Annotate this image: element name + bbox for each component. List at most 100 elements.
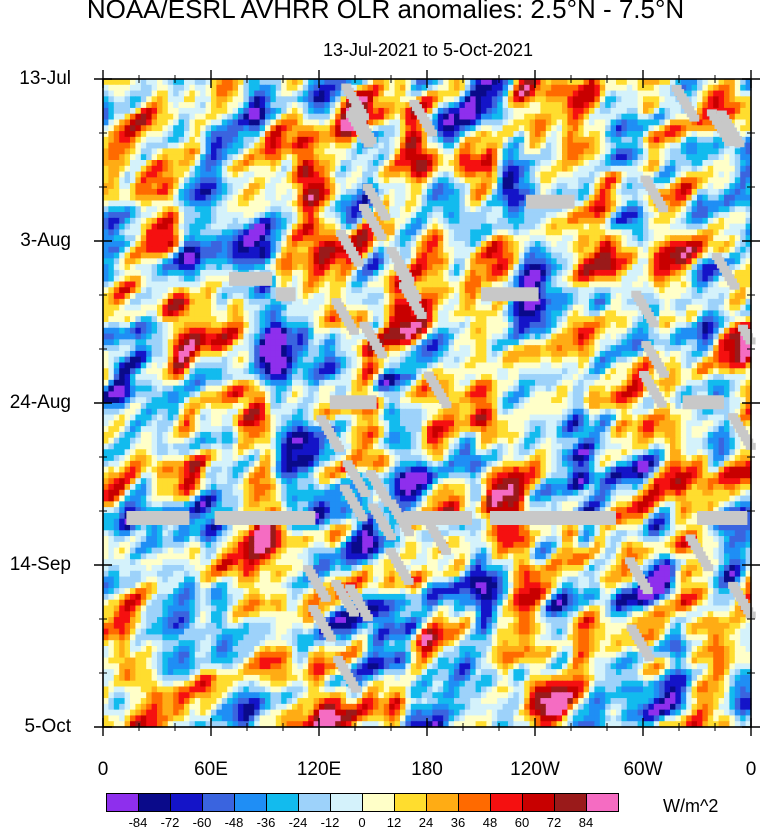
heatmap-cell — [243, 212, 250, 219]
heatmap-cell — [205, 275, 212, 283]
heatmap-cell — [486, 171, 493, 178]
heatmap-cell — [594, 136, 601, 144]
heatmap-cell — [319, 235, 325, 242]
heatmap-cell — [356, 183, 363, 190]
heatmap-cell — [729, 287, 736, 294]
heatmap-cell — [567, 310, 574, 317]
heatmap-cell — [481, 275, 487, 283]
heatmap-cell — [146, 252, 153, 259]
heatmap-cell — [302, 148, 309, 155]
heatmap-cell — [697, 293, 703, 300]
heatmap-cell — [265, 136, 271, 144]
heatmap-cell — [135, 252, 142, 259]
heatmap-cell — [437, 212, 444, 219]
heatmap-cell — [405, 200, 412, 207]
heatmap-cell — [346, 310, 352, 317]
heatmap-cell — [572, 246, 579, 254]
heatmap-cell — [178, 148, 185, 155]
heatmap-cell — [578, 264, 585, 271]
heatmap-cell — [475, 131, 482, 138]
heatmap-cell — [157, 142, 163, 150]
heatmap-cell — [518, 258, 525, 265]
heatmap-cell — [535, 264, 541, 271]
heatmap-cell — [254, 212, 261, 219]
heatmap-cell — [367, 241, 374, 248]
heatmap-cell — [130, 102, 136, 109]
heatmap-cell — [383, 217, 390, 225]
heatmap-cell — [162, 125, 169, 132]
heatmap-cell — [729, 246, 736, 254]
heatmap-cell — [594, 287, 601, 294]
heatmap-cell — [394, 275, 401, 283]
heatmap-cell — [551, 217, 558, 225]
heatmap-cell — [319, 246, 325, 254]
heatmap-cell — [243, 177, 250, 184]
heatmap-cell — [599, 160, 606, 167]
heatmap-cell — [518, 310, 525, 317]
heatmap-cell — [605, 217, 612, 225]
heatmap-cell — [200, 293, 207, 300]
heatmap-cell — [167, 171, 174, 178]
heatmap-cell — [562, 264, 568, 271]
heatmap-cell — [211, 200, 217, 207]
heatmap-cell — [308, 287, 315, 294]
heatmap-cell — [691, 160, 698, 167]
heatmap-cell — [702, 287, 709, 294]
heatmap-cell — [124, 206, 131, 213]
heatmap-cell — [443, 304, 450, 312]
heatmap-cell — [373, 84, 379, 92]
heatmap-cell — [292, 107, 298, 115]
heatmap-cell — [513, 298, 520, 306]
heatmap-cell — [221, 223, 228, 231]
heatmap-cell — [383, 223, 390, 231]
heatmap-cell — [594, 113, 601, 121]
heatmap-cell — [502, 298, 509, 306]
heatmap-cell — [610, 212, 617, 219]
heatmap-cell — [589, 206, 595, 213]
heatmap-cell — [632, 252, 639, 259]
heatmap-cell — [616, 252, 622, 259]
heatmap-cell — [502, 107, 509, 115]
heatmap-cell — [616, 235, 622, 242]
heatmap-cell — [545, 131, 552, 138]
heatmap-cell — [718, 171, 725, 178]
heatmap-cell — [313, 142, 320, 150]
heatmap-cell — [194, 136, 201, 144]
heatmap-cell — [686, 90, 693, 97]
heatmap-cell — [643, 206, 649, 213]
heatmap-cell — [540, 235, 547, 242]
heatmap-cell — [653, 96, 660, 103]
heatmap-cell — [211, 241, 217, 248]
heatmap-cell — [308, 79, 315, 86]
heatmap-cell — [297, 304, 304, 312]
heatmap-cell — [275, 171, 282, 178]
heatmap-cell — [270, 188, 277, 196]
heatmap-cell — [189, 252, 196, 259]
heatmap-cell — [491, 212, 498, 219]
heatmap-cell — [626, 96, 633, 103]
heatmap-cell — [194, 188, 201, 196]
heatmap-cell — [146, 171, 153, 178]
heatmap-cell — [265, 316, 271, 323]
heatmap-cell — [124, 229, 131, 236]
heatmap-cell — [626, 148, 633, 155]
heatmap-cell — [362, 304, 369, 312]
heatmap-cell — [362, 275, 369, 283]
heatmap-cell — [724, 160, 730, 167]
heatmap-cell — [324, 131, 331, 138]
heatmap-cell — [437, 113, 444, 121]
heatmap-cell — [637, 252, 644, 259]
heatmap-cell — [324, 125, 331, 132]
heatmap-cell — [275, 241, 282, 248]
heatmap-cell — [346, 298, 352, 306]
heatmap-cell — [194, 107, 201, 115]
heatmap-cell — [605, 113, 612, 121]
heatmap-cell — [313, 102, 320, 109]
heatmap-cell — [432, 293, 439, 300]
heatmap-cell — [389, 281, 396, 288]
heatmap-cell — [437, 119, 444, 126]
heatmap-cell — [405, 125, 412, 132]
heatmap-cell — [243, 223, 250, 231]
heatmap-cell — [286, 119, 293, 126]
heatmap-cell — [497, 79, 504, 86]
